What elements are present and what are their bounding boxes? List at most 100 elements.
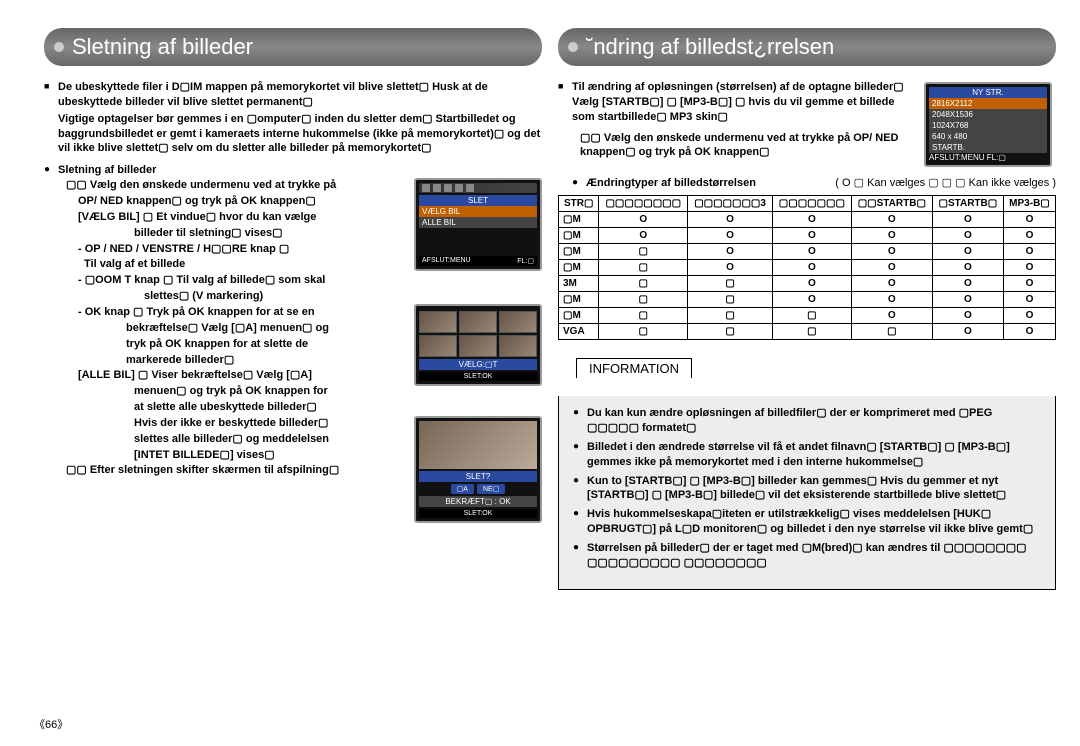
- lcd3-ja: ▢A: [451, 484, 474, 494]
- step: - ▢OOM T knap ▢ Til valg af billede▢ som…: [66, 273, 364, 288]
- table-header-cell: STR▢: [559, 196, 599, 212]
- info-item: Kun to [STARTB▢] ▢ [MP3-B▢] billeder kan…: [573, 474, 1041, 504]
- legend-left: Ændringtyper af billedstørrelsen: [572, 177, 756, 189]
- table-cell: O: [688, 244, 773, 260]
- thumb: [499, 311, 537, 333]
- lcd3-q: SLET?: [419, 471, 537, 482]
- step: [INTET BILLEDE▢] vises▢: [66, 448, 364, 463]
- table-row: VGA▢▢▢▢OO: [559, 324, 1056, 340]
- lcd1-foot-l: AFSLUT:MENU: [422, 257, 471, 265]
- step: [VÆLG BIL] ▢ Et vindue▢ hvor du kan vælg…: [66, 210, 364, 225]
- info-item: Hvis hukommelseskapa▢iteten er utilstræk…: [573, 507, 1041, 537]
- step: Hvis der ikke er beskyttede billeder▢: [66, 416, 364, 431]
- table-cell: O: [932, 276, 1003, 292]
- info-item: Billedet i den ændrede størrelse vil få …: [573, 440, 1041, 470]
- table-header-cell: ▢▢▢▢▢▢▢3: [688, 196, 773, 212]
- table-cell: O: [932, 292, 1003, 308]
- step: billeder til sletning▢ vises▢: [66, 226, 364, 241]
- resize-table: STR▢▢▢▢▢▢▢▢▢▢▢▢▢▢▢▢3▢▢▢▢▢▢▢▢▢STARTB▢▢STA…: [558, 195, 1056, 340]
- lcd3-conf: BEKRÆFT▢ : OK: [419, 496, 537, 507]
- table-header-cell: ▢▢STARTB▢: [851, 196, 932, 212]
- table-row: 3M▢▢OOOO: [559, 276, 1056, 292]
- table-cell: VGA: [559, 324, 599, 340]
- table-cell: O: [772, 244, 851, 260]
- lcd-delete-menu: SLET VÆLG BIL ALLE BIL AFSLUT:MENU FL:▢: [414, 178, 542, 271]
- info-tab: INFORMATION: [576, 358, 692, 378]
- table-header-cell: MP3-B▢: [1003, 196, 1055, 212]
- table-cell: O: [772, 228, 851, 244]
- table-cell: O: [772, 260, 851, 276]
- lcd1-row2: ALLE BIL: [419, 217, 537, 228]
- step: slettes▢ (V markering): [66, 289, 364, 304]
- table-row: ▢MOOOOOO: [559, 228, 1056, 244]
- info-list: Du kan kun ændre opløsningen af billedfi…: [573, 406, 1041, 570]
- lcd1-title: SLET: [419, 195, 537, 206]
- table-cell: ▢M: [559, 212, 599, 228]
- table-cell: O: [851, 276, 932, 292]
- left-title: Sletning af billeder: [44, 28, 542, 66]
- lcdr-row: 2048X1536: [929, 109, 1047, 120]
- step: slettes alle billeder▢ og meddelelsen: [66, 432, 364, 447]
- table-cell: ▢: [599, 308, 688, 324]
- table-cell: O: [851, 244, 932, 260]
- table-cell: O: [1003, 228, 1055, 244]
- table-cell: O: [1003, 308, 1055, 324]
- table-cell: ▢: [688, 276, 773, 292]
- table-header-cell: ▢▢▢▢▢▢▢: [772, 196, 851, 212]
- table-cell: O: [1003, 324, 1055, 340]
- table-cell: O: [1003, 292, 1055, 308]
- left-para1-text: De ubeskyttede filer i D▢IM mappen på me…: [58, 81, 488, 108]
- table-cell: 3M: [559, 276, 599, 292]
- table-cell: O: [851, 212, 932, 228]
- table-header-cell: ▢▢▢▢▢▢▢▢: [599, 196, 688, 212]
- table-cell: O: [688, 260, 773, 276]
- table-cell: ▢: [772, 324, 851, 340]
- lcdr-title: NY STR.: [929, 87, 1047, 98]
- lcd2-footer: SLET:OK: [419, 372, 537, 381]
- left-steps: ▢▢ Vælg den ønskede undermenu ved at try…: [44, 178, 364, 478]
- left-column: Sletning af billeder De ubeskyttede file…: [44, 28, 542, 746]
- table-row: ▢M▢OOOOO: [559, 244, 1056, 260]
- thumb: [459, 311, 497, 333]
- info-box: Du kan kun ændre opløsningen af billedfi…: [558, 396, 1056, 589]
- lcd3-nej: NE▢: [477, 484, 505, 494]
- step: - OK knap ▢ Tryk på OK knappen for at se…: [66, 305, 364, 320]
- table-header-cell: ▢STARTB▢: [932, 196, 1003, 212]
- table-cell: ▢: [772, 308, 851, 324]
- table-cell: ▢: [599, 276, 688, 292]
- step: bekræftelse▢ Vælg [▢A] menuen▢ og: [66, 321, 364, 336]
- right-top-wrap: Til ændring af opløsningen (størrelsen) …: [558, 80, 1056, 160]
- page-number: 《66》: [34, 716, 68, 732]
- step: OP/ NED knappen▢ og tryk på OK knappen▢: [66, 194, 364, 209]
- left-body: ▢▢ Vælg den ønskede undermenu ved at try…: [44, 178, 542, 518]
- table-cell: O: [688, 228, 773, 244]
- lcd-select-thumbs: VÆLG:▢T SLET:OK: [414, 304, 542, 386]
- left-subhead: Sletning af billeder: [44, 164, 542, 176]
- right-column: ˘ndring af billedst¿rrelsen Til ændring …: [558, 28, 1056, 746]
- table-cell: ▢: [688, 292, 773, 308]
- table-cell: O: [772, 212, 851, 228]
- table-cell: O: [772, 292, 851, 308]
- lcd2-del: SLET:OK: [464, 373, 493, 380]
- thumb: [459, 335, 497, 357]
- table-cell: O: [932, 260, 1003, 276]
- table-cell: O: [772, 276, 851, 292]
- lcd1-footer: AFSLUT:MENU FL:▢: [419, 256, 537, 266]
- table-cell: ▢: [688, 324, 773, 340]
- thumb: [419, 335, 457, 357]
- step: tryk på OK knappen for at slette de: [66, 337, 364, 352]
- step: at slette alle ubeskyttede billeder▢: [66, 400, 364, 415]
- step: [ALLE BIL] ▢ Viser bekræftelse▢ Vælg [▢A…: [66, 368, 364, 383]
- legend-row: Ændringtyper af billedstørrelsen ( O ▢ K…: [558, 176, 1056, 189]
- lcdr-footer: AFSLUT:MENU FL:▢: [929, 153, 1047, 162]
- lcd3-img: [419, 421, 537, 469]
- legend-right: ( O ▢ Kan vælges ▢ ▢ ▢ Kan ikke vælges ): [835, 176, 1056, 189]
- table-cell: ▢: [599, 324, 688, 340]
- table-cell: O: [851, 228, 932, 244]
- lcd-topicons: [419, 183, 537, 193]
- table-header-row: STR▢▢▢▢▢▢▢▢▢▢▢▢▢▢▢▢3▢▢▢▢▢▢▢▢▢STARTB▢▢STA…: [559, 196, 1056, 212]
- lcd3-del: SLET:OK: [464, 510, 493, 517]
- table-cell: O: [1003, 244, 1055, 260]
- lcd2-thumbs: [419, 309, 537, 359]
- right-title: ˘ndring af billedst¿rrelsen: [558, 28, 1056, 66]
